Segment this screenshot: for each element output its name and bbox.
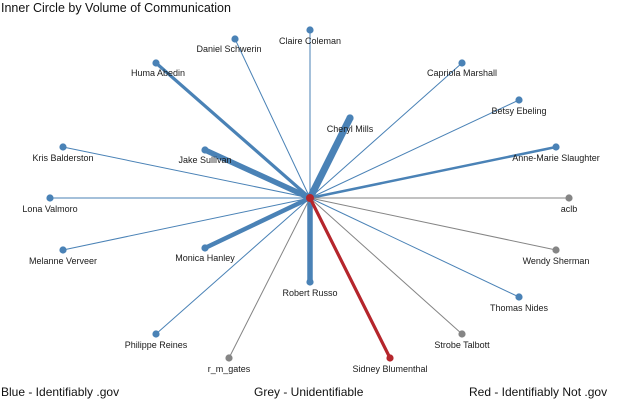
edge-jake-sullivan (202, 147, 313, 201)
center-node (306, 194, 314, 202)
node-label-kris-balderston: Kris Balderston (32, 153, 93, 163)
edge-monica-hanley (202, 195, 313, 251)
legend-blue: Blue - Identifiably .gov (1, 385, 120, 399)
edge-philippe-reines (155, 197, 311, 335)
labels-layer: Claire Coleman Daniel Schwerin Huma Abedin… (22, 36, 599, 374)
legend-red: Red - Identifiably Not .gov (469, 385, 608, 399)
node-strobe-talbott (458, 330, 466, 338)
node-lona-valmoro (46, 194, 54, 202)
edge-r-m-gates (228, 197, 311, 359)
edge-capriola-marshall (309, 62, 463, 199)
node-label-r-m-gates: r_m_gates (208, 364, 251, 374)
node-cheryl-mills (346, 114, 354, 122)
node-sidney-blumenthal (386, 354, 394, 362)
edge-betsy-ebeling (309, 99, 520, 199)
node-label-robert-russo: Robert Russo (282, 288, 337, 298)
node-label-capriola-marshall: Capriola Marshall (427, 68, 497, 78)
node-label-anne-marie-slaughter: Anne-Marie Slaughter (512, 153, 600, 163)
node-melanne-verveer (59, 246, 67, 254)
legend-grey: Grey - Unidentifiable (254, 385, 364, 399)
node-anne-marie-slaughter (552, 143, 560, 151)
edge-strobe-talbott (309, 197, 463, 335)
node-label-philippe-reines: Philippe Reines (125, 340, 188, 350)
node-r-m-gates (225, 354, 233, 362)
node-label-claire-coleman: Claire Coleman (279, 36, 341, 46)
node-wendy-sherman (552, 246, 560, 254)
edge-cheryl-mills (306, 114, 354, 202)
edge-wendy-sherman (309, 197, 557, 251)
node-label-thomas-nides: Thomas Nides (490, 303, 549, 313)
node-label-cheryl-mills: Cheryl Mills (327, 124, 374, 134)
chart-title: Inner Circle by Volume of Communication (1, 1, 231, 15)
node-thomas-nides (515, 293, 523, 301)
edge-melanne-verveer (62, 197, 311, 251)
node-philippe-reines (152, 330, 160, 338)
node-monica-hanley (201, 244, 209, 252)
node-label-huma-abedin: Huma Abedin (131, 68, 185, 78)
node-daniel-schwerin (231, 35, 239, 43)
node-label-aclb: aclb (561, 204, 578, 214)
edge-sidney-blumenthal (308, 196, 392, 360)
node-label-daniel-schwerin: Daniel Schwerin (196, 44, 261, 54)
node-label-sidney-blumenthal: Sidney Blumenthal (352, 364, 427, 374)
edge-kris-balderston (62, 146, 311, 199)
node-label-strobe-talbott: Strobe Talbott (434, 340, 490, 350)
edge-anne-marie-slaughter (308, 145, 558, 200)
edge-huma-abedin (154, 61, 312, 200)
node-aclb (565, 194, 573, 202)
nodes-layer (46, 26, 573, 362)
node-label-betsy-ebeling: Betsy Ebeling (491, 106, 546, 116)
node-label-lona-valmoro: Lona Valmoro (22, 204, 77, 214)
network-graph: Claire Coleman Daniel Schwerin Huma Abedin… (22, 26, 600, 374)
edge-daniel-schwerin (234, 38, 311, 199)
node-claire-coleman (306, 26, 314, 34)
node-label-wendy-sherman: Wendy Sherman (523, 256, 590, 266)
node-huma-abedin (152, 59, 160, 67)
edges-layer (49, 29, 570, 360)
node-robert-russo (306, 278, 314, 286)
node-kris-balderston (59, 143, 67, 151)
node-capriola-marshall (458, 59, 466, 67)
node-betsy-ebeling (515, 96, 523, 104)
node-jake-sullivan (201, 146, 209, 154)
edge-thomas-nides (309, 197, 520, 298)
node-label-jake-sullivan: Jake Sullivan (178, 155, 231, 165)
node-label-melanne-verveer: Melanne Verveer (29, 256, 97, 266)
node-label-monica-hanley: Monica Hanley (175, 253, 235, 263)
